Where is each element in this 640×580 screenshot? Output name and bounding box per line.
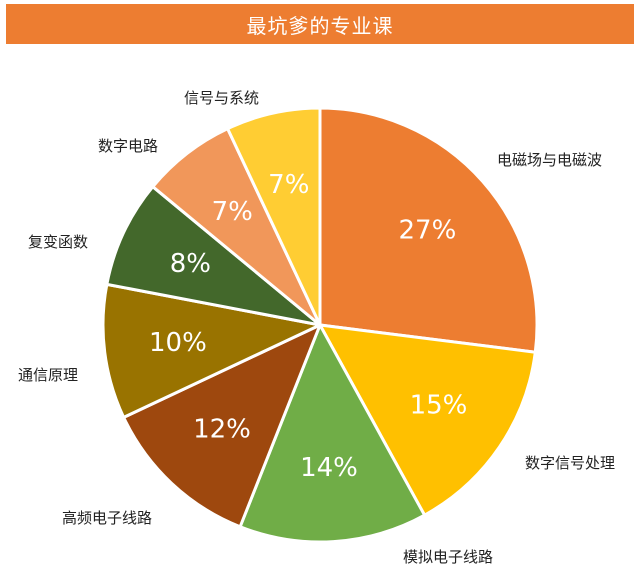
pie-slice <box>318 323 537 517</box>
category-label: 通信原理 <box>18 366 78 384</box>
data-label: 8% <box>170 249 211 279</box>
category-label: 复变函数 <box>28 233 88 251</box>
data-label: 10% <box>149 328 207 358</box>
pie-slice <box>318 106 539 354</box>
data-label: 27% <box>399 215 457 245</box>
chart-title: 最坑爹的专业课 <box>246 13 394 38</box>
data-label: 14% <box>300 453 358 483</box>
data-label: 7% <box>268 170 309 200</box>
data-label: 15% <box>410 391 468 421</box>
category-label: 高频电子线路 <box>62 509 152 527</box>
pie-slice <box>226 106 322 327</box>
category-label: 电磁场与电磁波 <box>497 151 602 169</box>
pie-slice <box>122 323 322 529</box>
pie-slice <box>105 185 322 327</box>
pie-slice <box>238 323 427 544</box>
pie-slice <box>101 282 322 419</box>
category-label: 信号与系统 <box>184 89 259 107</box>
category-label: 数字电路 <box>98 137 158 155</box>
chart-title-bar: 最坑爹的专业课 <box>6 4 634 44</box>
data-label: 12% <box>193 414 251 444</box>
category-label: 数字信号处理 <box>525 454 615 472</box>
category-label: 模拟电子线路 <box>403 548 493 566</box>
data-label: 7% <box>212 197 253 227</box>
